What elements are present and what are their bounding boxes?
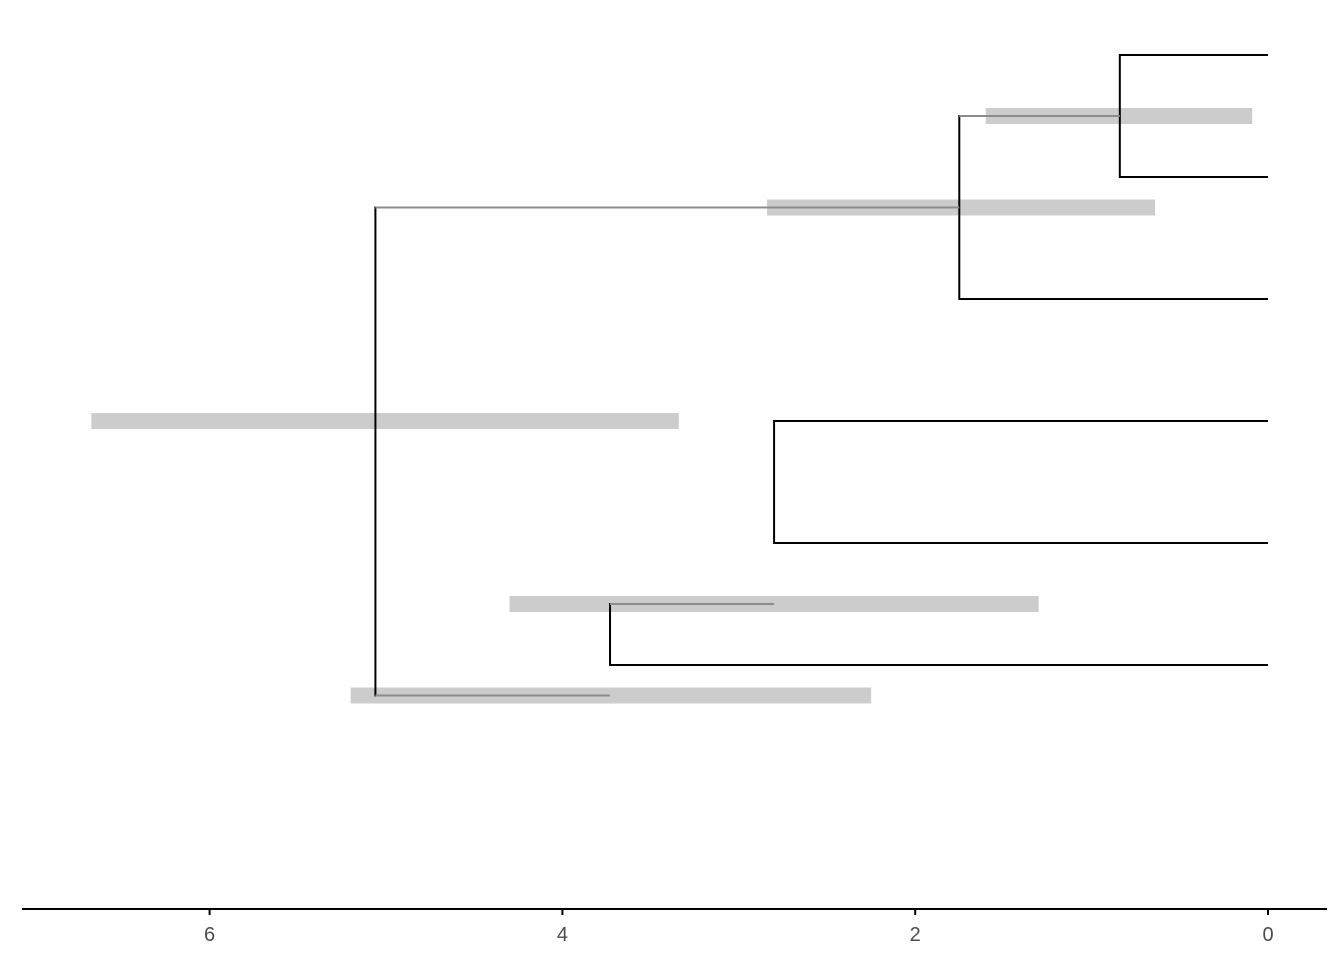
- age-interval-n45: [509, 596, 1039, 612]
- tick-label-0: 0: [1262, 924, 1273, 946]
- tick-label-6: 6: [204, 924, 215, 946]
- age-interval-n456: [350, 687, 872, 704]
- axis-ticks: 6 4 2 0: [204, 909, 1274, 946]
- tree-branches: [374, 54, 1268, 697]
- age-interval-root: [91, 413, 679, 429]
- node-age-intervals: [91, 108, 1253, 704]
- tick-label-2: 2: [910, 924, 921, 946]
- tick-label-4: 4: [557, 924, 568, 946]
- time-axis: 6 4 2 0: [22, 908, 1327, 946]
- age-interval-n123: [767, 199, 1156, 216]
